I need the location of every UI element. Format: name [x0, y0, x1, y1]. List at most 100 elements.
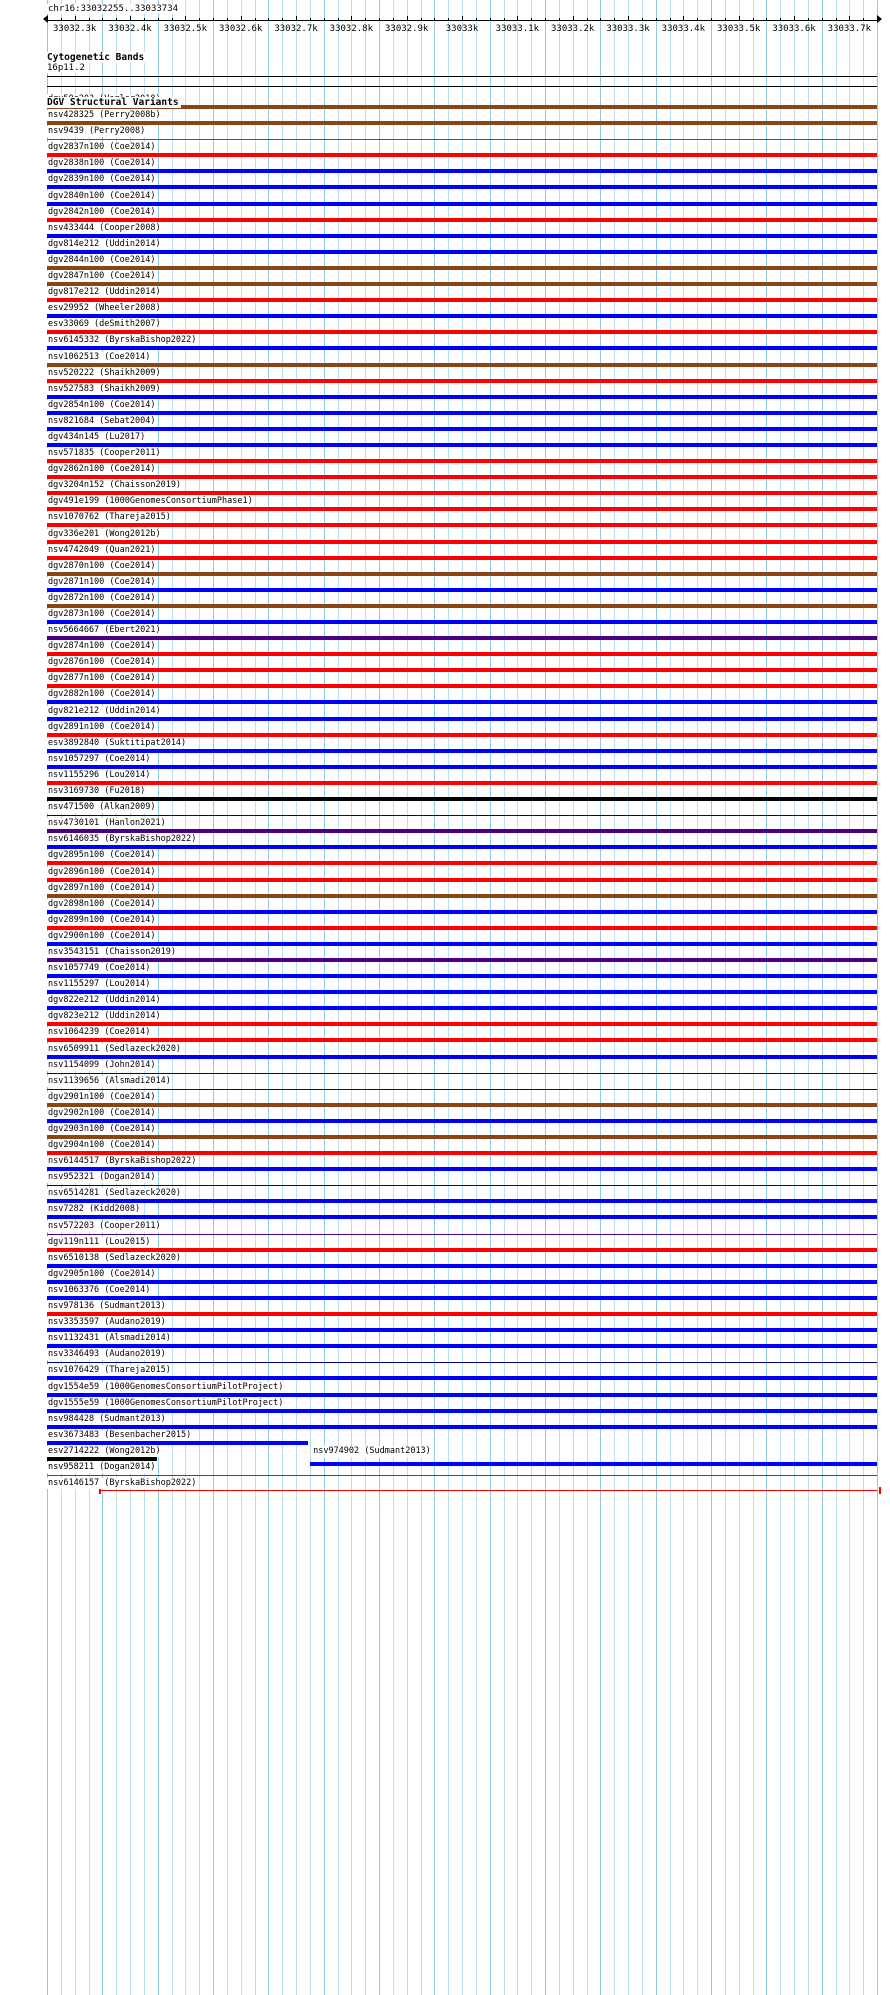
variant-bar[interactable]	[47, 1151, 877, 1156]
variant-row[interactable]: dgv434n145 (Lu2017)	[0, 431, 890, 448]
variant-row[interactable]: dgv2874n100 (Coe2014)	[0, 641, 890, 657]
variant-bar[interactable]	[47, 442, 877, 447]
variant-row[interactable]: nsv9439 (Perry2008)	[0, 126, 890, 142]
variant-bar[interactable]	[47, 1006, 877, 1011]
variant-row[interactable]: nsv984428 (Sudmant2013)	[0, 1413, 890, 1430]
variant-row[interactable]: dgv2873n100 (Coe2014)	[0, 609, 890, 625]
variant-row[interactable]: nsv6146035 (ByrskaBishop2022)	[0, 834, 890, 850]
variant-bar[interactable]	[47, 1135, 877, 1139]
variant-bar[interactable]	[47, 265, 877, 270]
variant-row[interactable]: nsv527583 (Shaikh2009)	[0, 383, 890, 400]
variant-row[interactable]: dgv2838n100 (Coe2014)	[0, 158, 890, 174]
variant-bar[interactable]	[47, 941, 877, 946]
variant-row[interactable]: nsv433444 (Cooper2008)	[0, 222, 890, 239]
variant-row[interactable]: dgv823e212 (Uddin2014)	[0, 1011, 890, 1027]
variant-row[interactable]: dgv814e212 (Uddin2014)	[0, 238, 890, 255]
variant-row[interactable]: nsv1063376 (Coe2014)	[0, 1284, 890, 1301]
variant-row[interactable]: dgv2900n100 (Coe2014)	[0, 930, 890, 947]
variant-row[interactable]: dgv2842n100 (Coe2014)	[0, 206, 890, 223]
variant-row[interactable]: dgv3204n152 (Chaisson2019)	[0, 480, 890, 496]
variant-bar[interactable]	[47, 1328, 877, 1333]
variant-bar[interactable]	[47, 1424, 877, 1429]
variant-bar[interactable]	[47, 475, 877, 480]
variant-bar[interactable]	[47, 815, 877, 817]
variant-row[interactable]: nsv1154099 (John2014)	[0, 1059, 890, 1076]
variant-row[interactable]: dgv821e212 (Uddin2014)	[0, 705, 890, 722]
variant-bar[interactable]	[47, 1362, 877, 1364]
variant-bar[interactable]	[47, 426, 877, 431]
variant-bar[interactable]	[47, 587, 877, 592]
variant-bar[interactable]	[47, 1199, 877, 1204]
variant-bar[interactable]	[47, 764, 877, 769]
variant-row[interactable]: nsv1132431 (Alsmadi2014)	[0, 1333, 890, 1349]
variant-row[interactable]: nsv572203 (Cooper2011)	[0, 1220, 890, 1237]
variant-row[interactable]: dgv2847n100 (Coe2014)	[0, 271, 890, 287]
variant-row[interactable]: nsv952321 (Dogan2014)	[0, 1172, 890, 1188]
variant-row[interactable]: dgv336e201 (Wong2012b)	[0, 528, 890, 545]
variant-row[interactable]: nsv3346493 (Audano2019)	[0, 1349, 890, 1365]
variant-row[interactable]: nsv3169730 (Fu2018)	[0, 786, 890, 802]
variant-bar[interactable]	[47, 780, 877, 785]
variant-row[interactable]: dgv2862n100 (Coe2014)	[0, 464, 890, 480]
variant-bar[interactable]	[310, 1461, 877, 1466]
variant-bar[interactable]	[47, 139, 877, 141]
variant-row[interactable]: esv3673483 (Besenbacher2015)	[0, 1429, 890, 1446]
variant-bar[interactable]	[47, 668, 877, 673]
variant-bar[interactable]	[47, 1088, 877, 1090]
variant-bar[interactable]	[47, 925, 877, 930]
variant-bar[interactable]	[47, 620, 877, 624]
variant-row[interactable]: nsv6144517 (ByrskaBishop2022)	[0, 1156, 890, 1172]
variant-bar[interactable]	[47, 378, 877, 383]
variant-bar[interactable]	[47, 169, 877, 174]
variant-row[interactable]: nsv1057749 (Coe2014)	[0, 963, 890, 979]
variant-row[interactable]: nsv1064239 (Coe2014)	[0, 1027, 890, 1043]
variant-row[interactable]: dgv491e199 (1000GenomesConsortiumPhase1)	[0, 496, 890, 512]
variant-bar[interactable]	[47, 974, 877, 979]
variant-row[interactable]: nsv5664667 (Ebert2021)	[0, 625, 890, 641]
variant-bar[interactable]	[47, 652, 877, 657]
variant-bar[interactable]	[47, 1167, 877, 1172]
variant-bar[interactable]	[47, 684, 877, 689]
variant-row[interactable]: dgv2870n100 (Coe2014)	[0, 560, 890, 577]
variant-row[interactable]: nsv1155297 (Lou2014)	[0, 979, 890, 995]
variant-bar[interactable]	[47, 1295, 877, 1300]
variant-bar[interactable]	[47, 1054, 877, 1059]
variant-row[interactable]: dgv2898n100 (Coe2014)	[0, 898, 890, 915]
variant-row[interactable]: nsv6146157 (ByrskaBishop2022)	[0, 1478, 890, 1495]
variant-bar[interactable]	[47, 1233, 877, 1235]
variant-bar[interactable]	[47, 732, 877, 737]
variant-row[interactable]: dgv2839n100 (Coe2014)	[0, 174, 890, 190]
variant-bar[interactable]	[47, 394, 877, 399]
variant-row[interactable]: nsv3353597 (Audano2019)	[0, 1317, 890, 1333]
variant-row[interactable]: nsv978136 (Sudmant2013)	[0, 1301, 890, 1317]
variant-row[interactable]: nsv6510138 (Sedlazeck2020)	[0, 1252, 890, 1269]
variant-bar[interactable]	[47, 314, 877, 319]
variant-row[interactable]: dgv2891n100 (Coe2014)	[0, 721, 890, 738]
variant-bar[interactable]	[47, 153, 877, 158]
variant-bar[interactable]	[47, 1376, 877, 1381]
variant-bar[interactable]	[47, 346, 877, 351]
variant-bar[interactable]	[47, 1102, 877, 1107]
variant-row[interactable]: dgv2904n100 (Coe2014)	[0, 1140, 890, 1156]
variant-bar[interactable]	[47, 1440, 309, 1445]
variant-row[interactable]: nsv821684 (Sebat2004)	[0, 415, 890, 432]
variant-row[interactable]: nsv1155296 (Lou2014)	[0, 769, 890, 786]
variant-row[interactable]: esv29952 (Wheeler2008)	[0, 303, 890, 319]
variant-row[interactable]: dgv2871n100 (Coe2014)	[0, 576, 890, 593]
variant-row[interactable]: nsv1139656 (Alsmadi2014)	[0, 1075, 890, 1092]
variant-bar[interactable]	[47, 410, 877, 415]
variant-bar[interactable]	[47, 1215, 877, 1220]
variant-bar[interactable]	[47, 1312, 877, 1317]
variant-row[interactable]: dgv2840n100 (Coe2014)	[0, 190, 890, 207]
variant-row[interactable]: nsv6514281 (Sedlazeck2020)	[0, 1188, 890, 1204]
variant-row[interactable]: nsv1057297 (Coe2014)	[0, 753, 890, 770]
variant-row[interactable]: dgv2895n100 (Coe2014)	[0, 850, 890, 866]
variant-bar[interactable]	[47, 571, 877, 576]
variant-row[interactable]: nsv520222 (Shaikh2009)	[0, 367, 890, 384]
variant-bar[interactable]	[47, 539, 877, 544]
variant-row[interactable]: dgv2844n100 (Coe2014)	[0, 254, 890, 271]
variant-row[interactable]: dgv1555e59 (1000GenomesConsortiumPilotPr…	[0, 1397, 890, 1414]
variant-bar[interactable]	[47, 201, 877, 206]
variant-bar[interactable]	[47, 362, 877, 367]
variant-row[interactable]: dgv822e212 (Uddin2014)	[0, 995, 890, 1011]
